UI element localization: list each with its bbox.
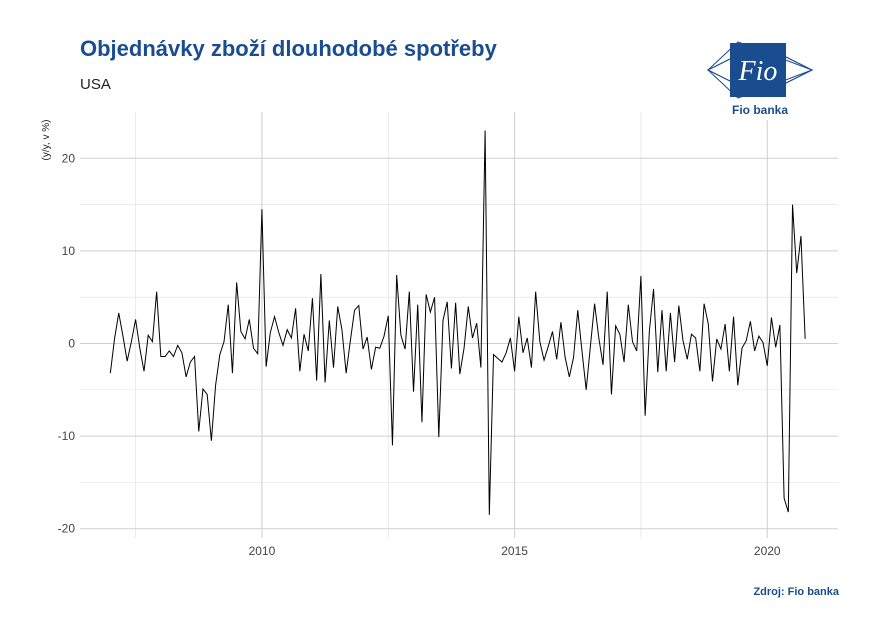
y-tick-label: 0	[68, 337, 75, 351]
source-note: Zdroj: Fio banka	[753, 586, 839, 598]
fio-banka-logo: Fio Fio banka	[700, 30, 820, 120]
y-tick-label: -20	[58, 522, 76, 536]
y-tick-label: 10	[62, 244, 76, 258]
logo-outline	[707, 41, 814, 99]
series-line	[109, 130, 806, 515]
logo-mark-text: Fio	[738, 56, 778, 87]
y-tick-label: 20	[62, 151, 76, 165]
y-tick-label: -10	[58, 429, 76, 443]
grid	[80, 112, 838, 538]
x-tick-label: 2015	[501, 544, 528, 558]
chart-subtitle: USA	[80, 76, 111, 93]
logo-name: Fio banka	[732, 103, 788, 117]
y-axis-ticks: -20 -10 0 10 20	[58, 151, 76, 535]
x-tick-label: 2010	[249, 544, 276, 558]
x-axis-ticks: 2010 2015 2020	[249, 544, 781, 558]
x-tick-label: 2020	[754, 544, 781, 558]
chart-title: Objednávky zboží dlouhodobé spotřeby	[80, 36, 497, 61]
y-axis-label: (y/y, v %)	[41, 120, 52, 161]
logo-mark-box	[730, 43, 786, 97]
